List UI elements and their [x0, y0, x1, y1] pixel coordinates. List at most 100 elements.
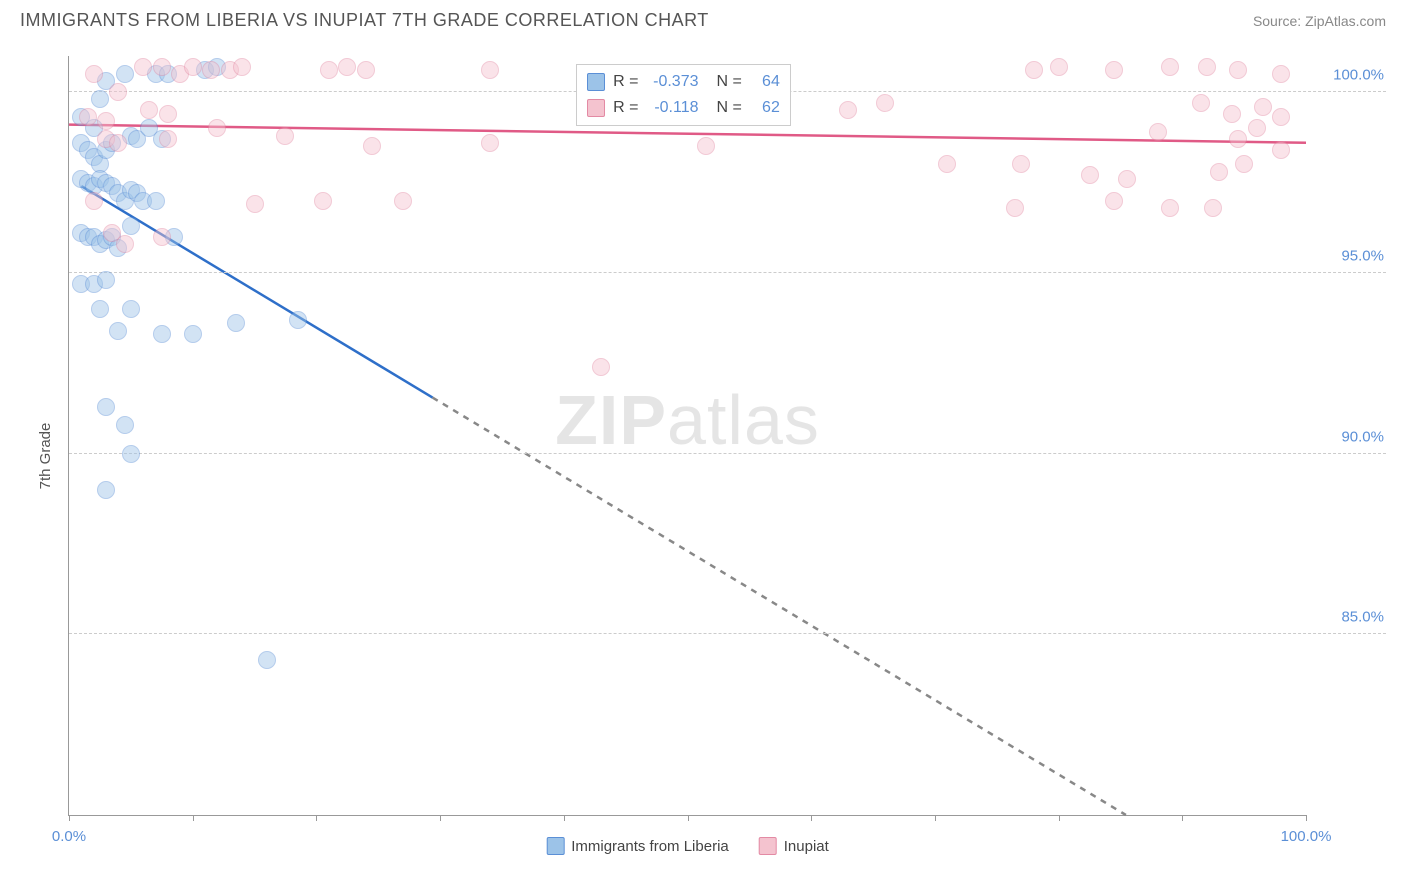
data-point: [1272, 108, 1290, 126]
data-point: [153, 58, 171, 76]
data-point: [1204, 199, 1222, 217]
data-point: [357, 61, 375, 79]
data-point: [481, 61, 499, 79]
data-point: [258, 651, 276, 669]
data-point: [1210, 163, 1228, 181]
chart-area: 7th Grade ZIPatlas 85.0%90.0%95.0%100.0%…: [20, 40, 1386, 872]
x-tick: [1306, 815, 1307, 821]
data-point: [1050, 58, 1068, 76]
y-tick-label: 95.0%: [1341, 247, 1384, 264]
data-point: [153, 228, 171, 246]
watermark: ZIPatlas: [555, 380, 820, 460]
data-point: [1192, 94, 1210, 112]
x-tick: [688, 815, 689, 821]
data-point: [363, 137, 381, 155]
x-tick: [564, 815, 565, 821]
data-point: [109, 134, 127, 152]
data-point: [592, 358, 610, 376]
y-tick-label: 100.0%: [1333, 67, 1384, 84]
data-point: [338, 58, 356, 76]
y-axis-label: 7th Grade: [37, 423, 54, 490]
data-point: [184, 58, 202, 76]
data-point: [208, 119, 226, 137]
data-point: [109, 83, 127, 101]
data-point: [1012, 155, 1030, 173]
stats-box: R =-0.373N =64R =-0.118N =62: [576, 64, 791, 126]
x-tick: [69, 815, 70, 821]
data-point: [1229, 61, 1247, 79]
data-point: [1161, 58, 1179, 76]
data-point: [122, 217, 140, 235]
data-point: [1161, 199, 1179, 217]
data-point: [1198, 58, 1216, 76]
legend-item: Immigrants from Liberia: [546, 837, 729, 855]
data-point: [1229, 130, 1247, 148]
data-point: [134, 58, 152, 76]
x-tick: [935, 815, 936, 821]
data-point: [140, 101, 158, 119]
data-point: [85, 65, 103, 83]
data-point: [85, 192, 103, 210]
gridline: [69, 272, 1386, 273]
data-point: [1149, 123, 1167, 141]
data-point: [233, 58, 251, 76]
data-point: [91, 300, 109, 318]
x-tick-label-min: 0.0%: [52, 828, 86, 845]
data-point: [116, 235, 134, 253]
data-point: [1006, 199, 1024, 217]
data-point: [109, 322, 127, 340]
data-point: [320, 61, 338, 79]
data-point: [1105, 61, 1123, 79]
chart-header: IMMIGRANTS FROM LIBERIA VS INUPIAT 7TH G…: [0, 0, 1406, 37]
data-point: [839, 101, 857, 119]
data-point: [481, 134, 499, 152]
data-point: [1254, 98, 1272, 116]
chart-title: IMMIGRANTS FROM LIBERIA VS INUPIAT 7TH G…: [20, 10, 709, 31]
legend-item: Inupiat: [759, 837, 829, 855]
plot-region: ZIPatlas 85.0%90.0%95.0%100.0%0.0%100.0%…: [68, 56, 1306, 816]
legend: Immigrants from Liberia Inupiat: [546, 837, 829, 855]
data-point: [184, 325, 202, 343]
data-point: [122, 300, 140, 318]
data-point: [1248, 119, 1266, 137]
data-point: [147, 192, 165, 210]
data-point: [276, 127, 294, 145]
data-point: [394, 192, 412, 210]
data-point: [697, 137, 715, 155]
data-point: [1081, 166, 1099, 184]
x-tick: [440, 815, 441, 821]
y-tick-label: 85.0%: [1341, 609, 1384, 626]
data-point: [159, 130, 177, 148]
data-point: [227, 314, 245, 332]
data-point: [1235, 155, 1253, 173]
data-point: [1272, 141, 1290, 159]
x-tick: [811, 815, 812, 821]
x-tick-label-max: 100.0%: [1281, 828, 1332, 845]
data-point: [1223, 105, 1241, 123]
data-point: [122, 445, 140, 463]
gridline: [69, 633, 1386, 634]
data-point: [159, 105, 177, 123]
data-point: [1272, 65, 1290, 83]
x-tick: [1182, 815, 1183, 821]
x-tick: [1059, 815, 1060, 821]
y-tick-label: 90.0%: [1341, 428, 1384, 445]
x-tick: [193, 815, 194, 821]
data-point: [246, 195, 264, 213]
x-tick: [316, 815, 317, 821]
stats-row: R =-0.118N =62: [587, 95, 780, 121]
data-point: [116, 65, 134, 83]
data-point: [97, 481, 115, 499]
data-point: [1025, 61, 1043, 79]
data-point: [97, 112, 115, 130]
data-point: [938, 155, 956, 173]
data-point: [1118, 170, 1136, 188]
data-point: [79, 108, 97, 126]
data-point: [289, 311, 307, 329]
data-point: [97, 271, 115, 289]
data-point: [202, 61, 220, 79]
data-point: [1105, 192, 1123, 210]
trend-lines-layer: [69, 56, 1306, 815]
chart-source: Source: ZipAtlas.com: [1253, 13, 1386, 29]
gridline: [69, 453, 1386, 454]
